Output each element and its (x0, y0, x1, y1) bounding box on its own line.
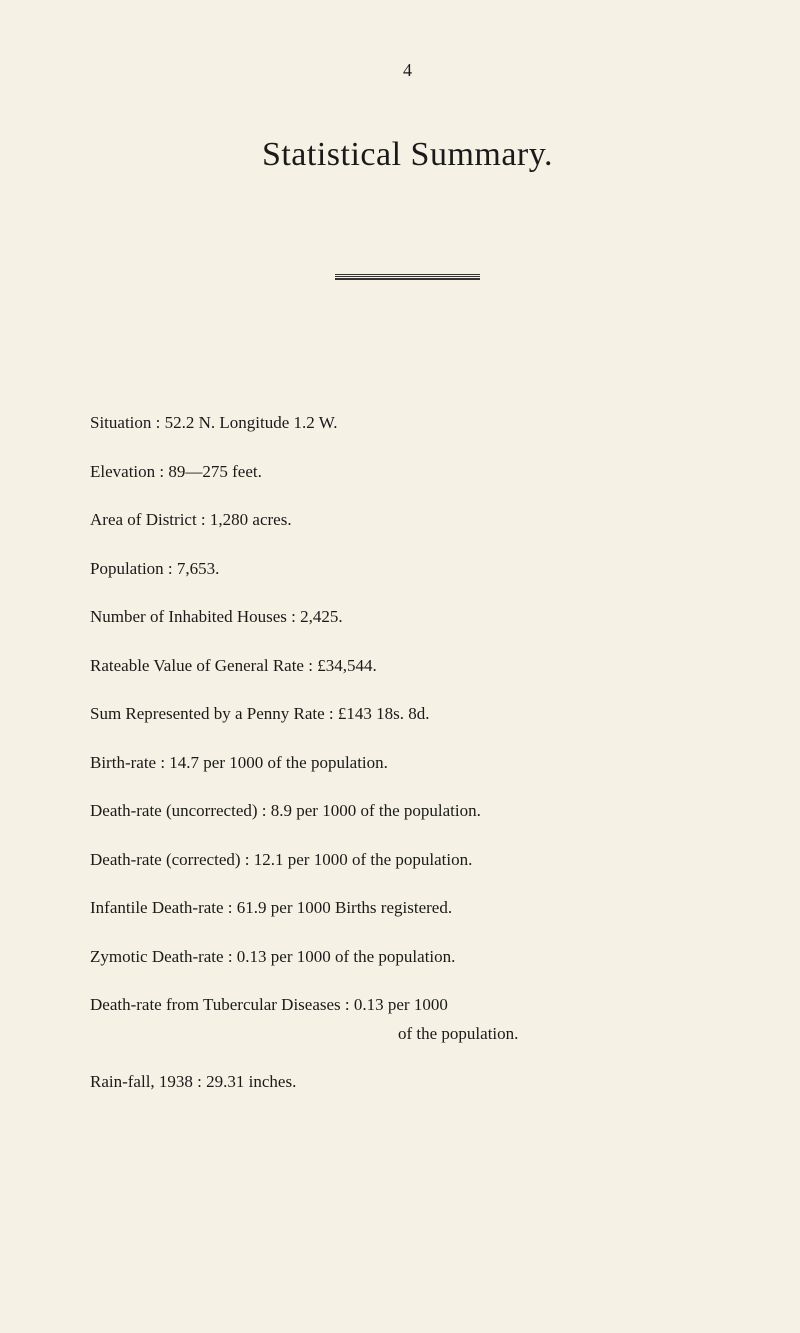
stat-death-rate-corrected: Death-rate (corrected) : 12.1 per 1000 o… (90, 847, 725, 873)
page-title: Statistical Summary. (90, 136, 725, 174)
stat-tubercular-death-rate: Death-rate from Tubercular Diseases : 0.… (90, 992, 725, 1018)
stat-birth-rate: Birth-rate : 14.7 per 1000 of the popula… (90, 750, 725, 776)
stat-infantile-death-rate: Infantile Death-rate : 61.9 per 1000 Bir… (90, 895, 725, 921)
document-page: 4 Statistical Summary. Situation : 52.2 … (0, 0, 800, 1178)
stat-population: Population : 7,653. (90, 556, 725, 582)
stat-rainfall: Rain-fall, 1938 : 29.31 inches. (90, 1069, 725, 1095)
stat-zymotic-death-rate: Zymotic Death-rate : 0.13 per 1000 of th… (90, 944, 725, 970)
stat-penny-rate: Sum Represented by a Penny Rate : £143 1… (90, 701, 725, 727)
stat-area: Area of District : 1,280 acres. (90, 507, 725, 533)
stat-houses: Number of Inhabited Houses : 2,425. (90, 604, 725, 630)
stat-elevation: Elevation : 89—275 feet. (90, 459, 725, 485)
page-number: 4 (90, 60, 725, 81)
stat-tubercular-continuation: of the population. (90, 1021, 725, 1047)
divider-line (335, 274, 480, 280)
stat-situation: Situation : 52.2 N. Longitude 1.2 W. (90, 410, 725, 436)
stat-death-rate-uncorrected: Death-rate (uncorrected) : 8.9 per 1000 … (90, 798, 725, 824)
stat-rateable-value: Rateable Value of General Rate : £34,544… (90, 653, 725, 679)
